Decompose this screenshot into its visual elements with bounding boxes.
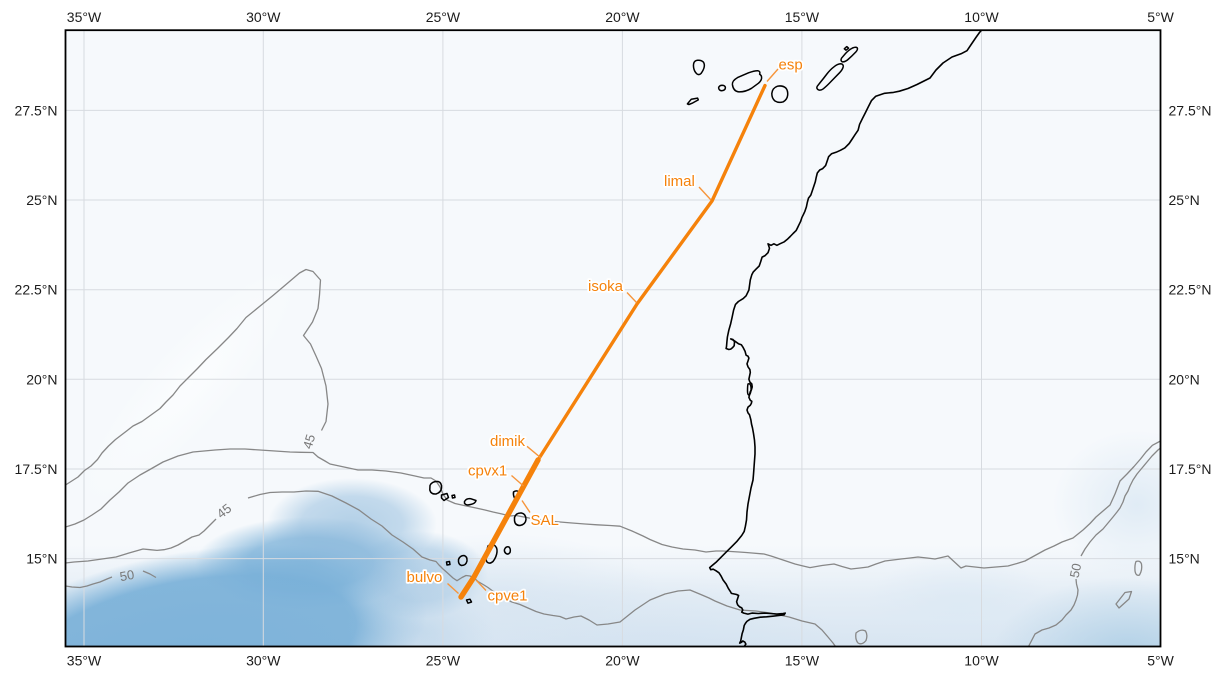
svg-text:50: 50 — [119, 567, 136, 584]
svg-text:35°W: 35°W — [67, 652, 102, 668]
svg-text:isoka: isoka — [588, 278, 624, 295]
svg-text:esp: esp — [779, 57, 803, 74]
svg-text:5°W: 5°W — [1147, 652, 1174, 668]
svg-text:bulvo: bulvo — [407, 569, 443, 586]
svg-text:20°W: 20°W — [605, 652, 640, 668]
svg-text:25°W: 25°W — [426, 652, 461, 668]
svg-text:SAL: SAL — [531, 512, 559, 529]
svg-text:20°N: 20°N — [26, 371, 57, 387]
svg-text:20°W: 20°W — [605, 9, 640, 25]
svg-text:30°W: 30°W — [246, 652, 281, 668]
svg-text:5°W: 5°W — [1147, 9, 1174, 25]
svg-text:cpve1: cpve1 — [488, 588, 528, 605]
svg-text:limal: limal — [664, 173, 695, 190]
svg-text:25°N: 25°N — [1169, 192, 1200, 208]
svg-text:17.5°N: 17.5°N — [15, 461, 58, 477]
svg-text:15°N: 15°N — [1169, 551, 1200, 567]
svg-text:25°N: 25°N — [26, 192, 57, 208]
svg-text:17.5°N: 17.5°N — [1169, 461, 1212, 477]
svg-text:45: 45 — [300, 432, 319, 450]
svg-text:15°N: 15°N — [26, 551, 57, 567]
svg-text:dimik: dimik — [490, 433, 526, 450]
svg-text:27.5°N: 27.5°N — [1169, 102, 1212, 118]
svg-text:35°W: 35°W — [67, 9, 102, 25]
svg-text:20°N: 20°N — [1169, 371, 1200, 387]
svg-text:22.5°N: 22.5°N — [1169, 282, 1212, 298]
svg-text:10°W: 10°W — [964, 9, 999, 25]
svg-text:50: 50 — [1067, 562, 1085, 579]
svg-text:10°W: 10°W — [964, 652, 999, 668]
svg-text:30°W: 30°W — [246, 9, 281, 25]
svg-text:cpvx1: cpvx1 — [468, 463, 507, 480]
svg-text:15°W: 15°W — [785, 652, 820, 668]
svg-text:15°W: 15°W — [785, 9, 820, 25]
svg-text:25°W: 25°W — [426, 9, 461, 25]
svg-text:22.5°N: 22.5°N — [15, 282, 58, 298]
svg-text:27.5°N: 27.5°N — [15, 102, 58, 118]
